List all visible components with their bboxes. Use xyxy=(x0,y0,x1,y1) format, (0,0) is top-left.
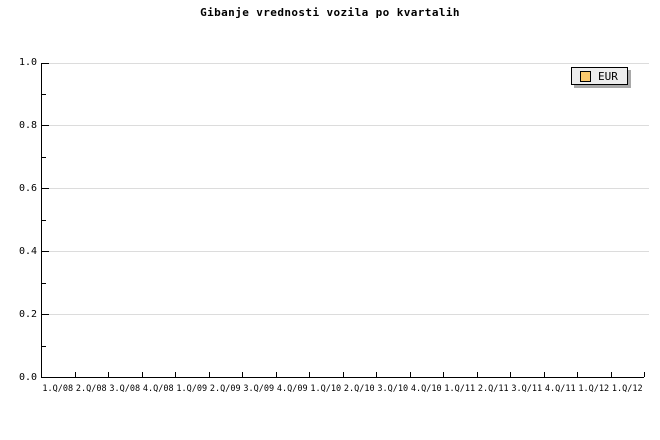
x-tick-major xyxy=(175,372,176,377)
x-tick-label: 1.Q/12 xyxy=(578,384,610,394)
x-axis-labels: 1.Q/08 2.Q/08 3.Q/08 4.Q/08 1.Q/09 2.Q/09 3.Q/… xyxy=(41,384,644,394)
legend-swatch-eur xyxy=(580,70,591,82)
x-tick-major xyxy=(342,372,344,377)
x-tick-label: 4.Q/08 xyxy=(142,384,174,394)
x-tick-major xyxy=(443,372,444,377)
gridline xyxy=(42,251,649,252)
x-tick-major xyxy=(141,372,143,377)
x-tick-label: 1.Q/10 xyxy=(310,384,342,394)
plot-area xyxy=(41,63,649,378)
y-tick-label: 0.2 xyxy=(18,309,37,320)
x-tick-major xyxy=(74,372,76,377)
y-tick-major xyxy=(42,63,49,64)
x-tick-major xyxy=(242,372,243,377)
x-tick-label: 2.Q/08 xyxy=(75,384,107,394)
x-tick-major xyxy=(476,372,478,377)
x-tick-label: 1.Q/11 xyxy=(444,384,476,394)
x-tick-label: 4.Q/09 xyxy=(276,384,308,394)
y-tick-minor xyxy=(42,156,46,158)
x-tick-label: 3.Q/09 xyxy=(243,384,275,394)
y-tick-major xyxy=(42,251,49,252)
y-tick-major xyxy=(42,125,49,126)
legend-box: EUR xyxy=(571,67,628,85)
x-tick-label: 2.Q/11 xyxy=(477,384,509,394)
y-tick-major xyxy=(42,188,49,189)
x-tick-major xyxy=(610,372,612,377)
y-tick-label: 0.6 xyxy=(18,183,37,194)
y-tick-minor xyxy=(42,282,46,284)
gridline xyxy=(42,188,649,189)
x-tick-label: 3.Q/10 xyxy=(377,384,409,394)
x-tick-major xyxy=(376,372,377,377)
x-tick-label: 4.Q/11 xyxy=(544,384,576,394)
y-tick-minor xyxy=(42,93,46,95)
x-tick-label: 4.Q/10 xyxy=(410,384,442,394)
legend-label-eur: EUR xyxy=(598,69,618,83)
gridline xyxy=(42,314,649,315)
x-tick-label: 3.Q/11 xyxy=(511,384,543,394)
x-tick-label: 3.Q/08 xyxy=(109,384,141,394)
x-tick-major xyxy=(108,372,109,377)
x-tick-major xyxy=(208,372,210,377)
x-tick-major xyxy=(409,372,411,377)
y-tick-label: 0.0 xyxy=(18,372,37,383)
y-tick-minor xyxy=(42,345,46,347)
y-tick-label: 0.4 xyxy=(18,246,37,257)
y-tick-minor xyxy=(42,219,46,221)
y-axis-labels: 0.0 0.2 0.4 0.6 0.8 1.0 xyxy=(0,57,37,383)
x-tick-label: 2.Q/09 xyxy=(209,384,241,394)
x-tick-label: 1.Q/08 xyxy=(42,384,74,394)
gridline xyxy=(42,125,649,126)
x-tick-label: 2.Q/10 xyxy=(343,384,375,394)
x-tick-major xyxy=(577,372,578,377)
x-tick-major xyxy=(644,372,645,377)
chart-title: Gibanje vrednosti vozila po kvartalih xyxy=(200,6,460,19)
x-tick-major xyxy=(510,372,511,377)
x-tick-label: 1.Q/12 xyxy=(611,384,643,394)
y-tick-label: 0.8 xyxy=(18,120,37,131)
y-tick-major xyxy=(42,314,49,315)
gridline xyxy=(42,63,649,64)
x-tick-label: 1.Q/09 xyxy=(176,384,208,394)
y-tick-label: 1.0 xyxy=(18,57,37,68)
x-tick-major xyxy=(309,372,310,377)
x-tick-major xyxy=(543,372,545,377)
x-tick-major xyxy=(275,372,277,377)
